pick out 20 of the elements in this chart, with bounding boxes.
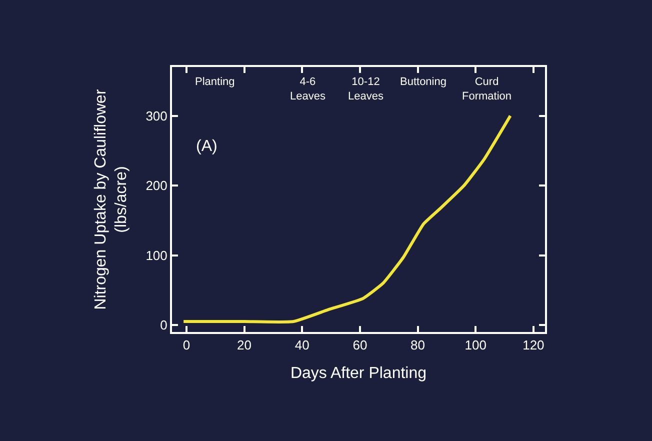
annotation: 10-12 Leaves bbox=[348, 76, 384, 102]
y-tick-label: 200 bbox=[146, 178, 168, 194]
x-tick-label: 120 bbox=[522, 338, 544, 353]
y-axis-title: Nitrogen Uptake by Cauliflower (lbs/acre) bbox=[92, 88, 130, 310]
annotation: Planting bbox=[195, 76, 235, 88]
x-tick-label: 20 bbox=[237, 338, 252, 353]
x-tick-label: 80 bbox=[410, 338, 426, 353]
x-axis-title: Days After Planting bbox=[290, 364, 427, 382]
y-tick-label: 300 bbox=[146, 108, 168, 124]
annotation: (A) bbox=[196, 138, 218, 155]
x-tick-label: 60 bbox=[352, 338, 368, 353]
y-tick-label: 0 bbox=[160, 318, 168, 333]
x-tick-label: 0 bbox=[182, 338, 190, 353]
x-tick-label: 40 bbox=[294, 338, 310, 353]
annotation: 4-6 Leaves bbox=[290, 76, 326, 102]
annotation: Buttoning bbox=[400, 76, 446, 88]
annotation: Curd Formation bbox=[462, 76, 512, 102]
x-tick-label: 100 bbox=[464, 338, 486, 353]
y-tick-label: 100 bbox=[146, 248, 168, 263]
line-series bbox=[182, 114, 512, 324]
